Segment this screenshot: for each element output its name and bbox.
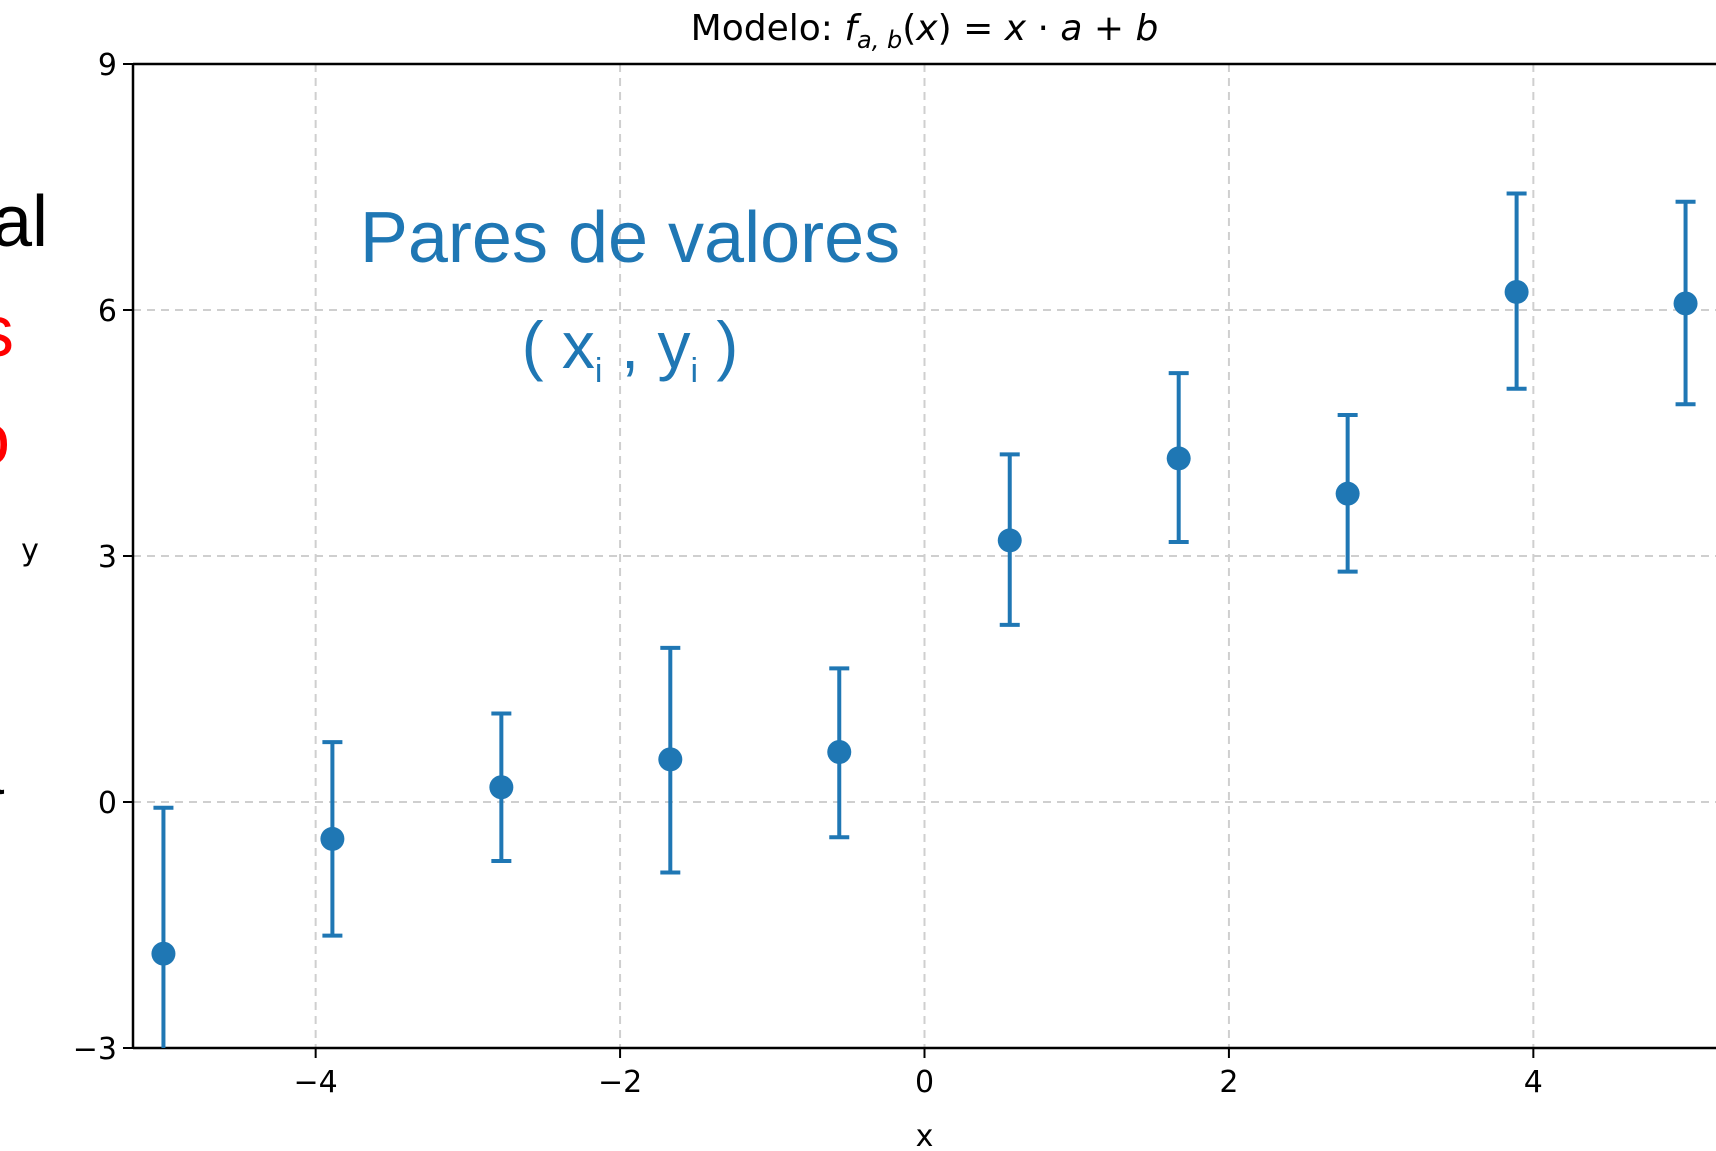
x-tick-label: −2 [598, 1065, 642, 1100]
chart-title: Modelo: fa, b(x) = x · a + b [691, 8, 1159, 54]
data-point [1166, 446, 1191, 471]
y-tick-label: 6 [98, 294, 117, 329]
y-tick-label: −3 [73, 1032, 117, 1067]
edge-fragment-2: s [0, 296, 14, 368]
x-tick-label: 4 [1524, 1065, 1543, 1100]
x-tick-label: −4 [294, 1065, 338, 1100]
edge-fragment-3: o [0, 404, 10, 476]
x-axis-label: x [916, 1119, 934, 1151]
data-series [151, 191, 1698, 1048]
data-point [489, 775, 514, 800]
x-tick-label: 0 [915, 1065, 934, 1100]
data-point [1504, 279, 1529, 304]
annotation-line1: Pares de valores [360, 198, 900, 278]
edge-fragment-1: al [0, 182, 49, 262]
y-axis-label: y [21, 533, 39, 568]
data-point [827, 739, 852, 764]
y-tick-label: 0 [98, 786, 117, 821]
annotation-line2: ( xi , yi ) [522, 308, 739, 390]
data-point [997, 528, 1022, 553]
data-point [320, 826, 345, 851]
data-point [151, 941, 176, 966]
data-point [658, 747, 683, 772]
edge-fragment-4: a [0, 734, 4, 806]
data-point [1673, 291, 1698, 316]
y-tick-label: 9 [98, 48, 117, 83]
data-point [1335, 481, 1360, 506]
x-tick-label: 2 [1219, 1065, 1238, 1100]
y-tick-label: 3 [98, 540, 117, 575]
